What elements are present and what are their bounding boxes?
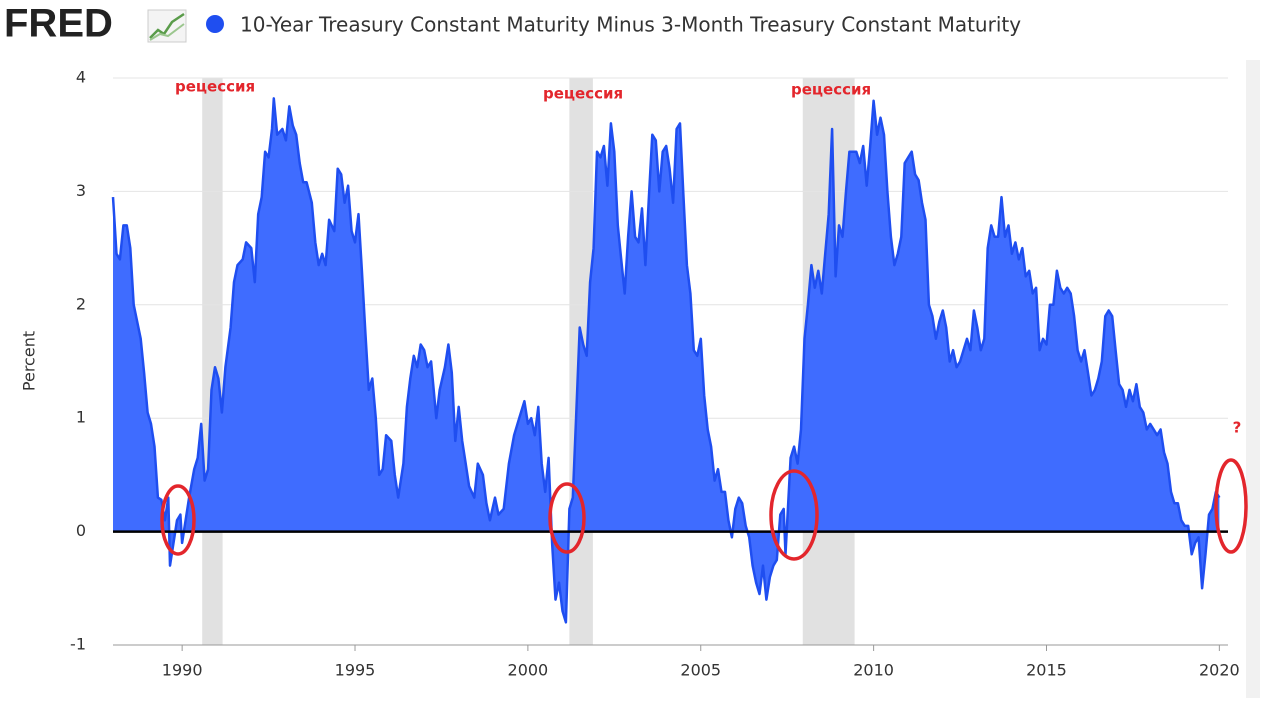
line — [111, 97, 1221, 624]
legend-label: 10-Year Treasury Constant Maturity Minus… — [240, 13, 1021, 37]
side-panel — [1246, 60, 1260, 698]
y-tick-label: -1 — [70, 635, 86, 654]
y-tick-label: 2 — [76, 294, 86, 313]
y-tick-label: 0 — [76, 521, 86, 540]
y-tick-label: 3 — [76, 181, 86, 200]
y-tick-label: 1 — [76, 408, 86, 427]
area — [113, 98, 1220, 623]
x-tick-label: 1995 — [335, 661, 376, 680]
recession-band — [202, 78, 223, 645]
y-tick-label: 4 — [76, 68, 86, 87]
highlight-ellipses — [160, 458, 1248, 561]
annotation: рецессия — [543, 85, 623, 103]
logo-icon — [147, 9, 187, 43]
plot: -1 0 1 2 3 4 1990 1995 2000 2005 2010 2015 2020 — [70, 68, 1240, 680]
x-tick-label: 2010 — [853, 661, 894, 680]
x-tick-label: 2015 — [1026, 661, 1067, 680]
x-tick-label: 2020 — [1199, 661, 1240, 680]
x-tick-label: 1990 — [162, 661, 203, 680]
legend-swatch — [206, 15, 224, 33]
y-axis-label: Percent — [20, 331, 39, 391]
x-tick-label: 2005 — [680, 661, 721, 680]
logo: FRED — [4, 2, 113, 46]
annotation: рецессия — [175, 78, 255, 96]
x-tick-label: 2000 — [508, 661, 549, 680]
annotation: рецессия — [791, 81, 871, 99]
annotation: ? — [1233, 419, 1242, 437]
